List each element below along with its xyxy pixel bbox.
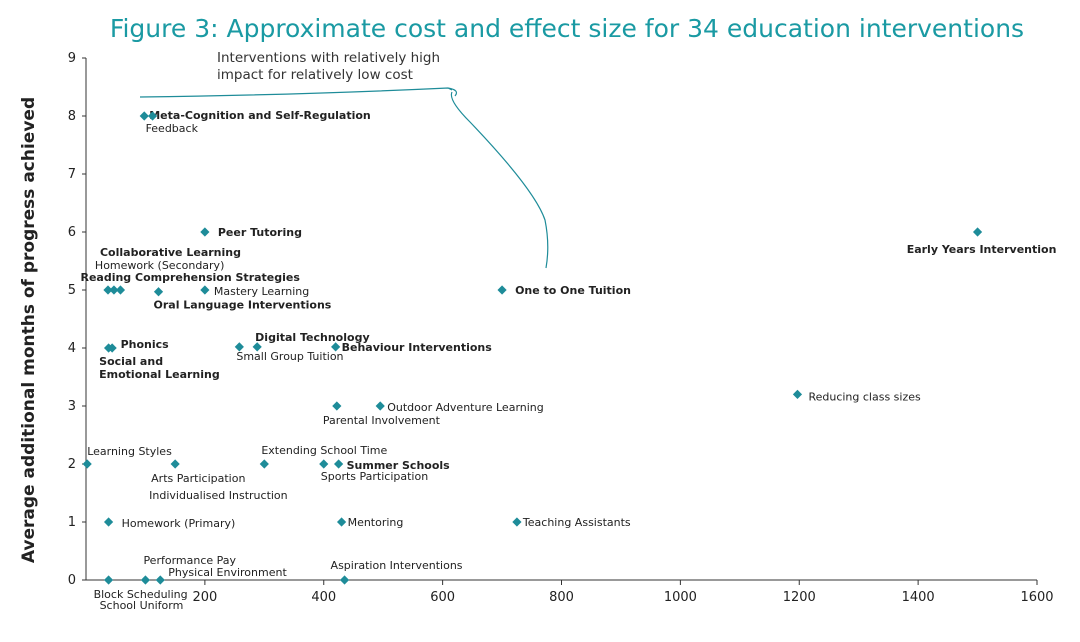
point-label-collaborative-learning: Collaborative Learning — [100, 246, 241, 259]
point-oral-language-interventions — [153, 287, 164, 297]
data-points: Meta-Cognition and Self-RegulationFeedba… — [80, 109, 1056, 612]
y-tick-label: 9 — [68, 51, 76, 66]
point-extending-school-time — [259, 459, 269, 469]
point-homework-secondary — [109, 285, 119, 295]
x-tick-label: 200 — [192, 590, 217, 605]
point-label-school-uniform: School Uniform — [100, 599, 184, 612]
x-tick-label: 600 — [430, 590, 455, 605]
point-label-learning-styles: Learning Styles — [87, 445, 172, 458]
point-mentoring — [336, 517, 347, 527]
y-tick-label: 1 — [68, 515, 76, 530]
point-label-feedback: Feedback — [146, 122, 199, 135]
axes: 0 1 2 3 4 5 6 7 8 9 200 400 600 800 1000 1200 1400 1600 — [68, 51, 1054, 605]
annotation-bracket — [450, 91, 549, 269]
annotation-line-2: impact for relatively low cost — [217, 67, 413, 83]
point-label-peer-tutoring: Peer Tutoring — [218, 226, 302, 239]
point-summer-schools — [334, 459, 344, 469]
y-axis-label: Average additional months of progress ac… — [19, 97, 39, 563]
point-sports-participation — [319, 459, 329, 469]
y-tick-label: 0 — [68, 573, 76, 588]
point-label-behaviour-interventions: Behaviour Interventions — [342, 341, 493, 354]
point-label-arts-participation: Arts Participation — [151, 472, 245, 485]
point-label-meta-cognition-and-self-regulation: Meta-Cognition and Self-Regulation — [149, 109, 371, 122]
point-feedback — [147, 111, 158, 121]
point-social-and-emotional-learning — [107, 343, 117, 353]
y-tick-label: 2 — [68, 457, 76, 472]
point-label-summer-schools: Summer Schools — [347, 459, 451, 472]
point-label-outdoor-adventure-learning: Outdoor Adventure Learning — [387, 401, 544, 414]
point-label-block-scheduling: Block Scheduling — [94, 588, 188, 601]
point-label-reading-comprehension-strategies: Reading Comprehension Strategies — [80, 271, 300, 284]
point-label-mentoring: Mentoring — [348, 516, 404, 529]
x-tick-label: 1600 — [1020, 590, 1053, 605]
x-tick-label: 1000 — [664, 590, 697, 605]
point-label-early-years-intervention: Early Years Intervention — [907, 243, 1057, 256]
point-label-performance-pay: Performance Pay — [143, 554, 236, 567]
x-tick-label: 1400 — [902, 590, 935, 605]
point-label-oral-language-interventions: Oral Language Interventions — [154, 299, 332, 312]
point-aspiration-interventions — [339, 575, 350, 585]
point-label-reducing-class-sizes: Reducing class sizes — [808, 390, 921, 403]
point-label-small-group-tuition: Small Group Tuition — [236, 350, 343, 363]
annotation-brace — [139, 87, 458, 98]
point-block-scheduling — [103, 575, 114, 585]
point-early-years-intervention — [972, 227, 983, 237]
point-label-individualised-instruction: Individualised Instruction — [149, 489, 288, 502]
point-label-parental-involvement: Parental Involvement — [323, 414, 441, 427]
point-teaching-assistants — [512, 517, 522, 527]
point-label-homework-secondary: Homework (Secondary) — [95, 259, 224, 272]
point-label-aspiration-interventions: Aspiration Interventions — [331, 559, 463, 572]
point-meta-cognition-and-self-regulation — [139, 111, 149, 121]
chart-title: Figure 3: Approximate cost and effect si… — [110, 14, 1024, 43]
point-small-group-tuition — [234, 342, 244, 352]
point-parental-involvement — [332, 401, 342, 411]
point-label-social-and-emotional-learning: Social and Emotional Learning — [99, 355, 220, 381]
point-digital-technology — [252, 342, 262, 352]
point-label-mastery-learning: Mastery Learning — [214, 285, 309, 298]
y-tick-label: 4 — [68, 341, 76, 356]
point-label-extending-school-time: Extending School Time — [261, 444, 387, 457]
x-tick-label: 1200 — [783, 590, 816, 605]
annotation-line-1: Interventions with relatively high — [217, 50, 440, 66]
point-label-one-to-one-tuition: One to One Tuition — [515, 284, 631, 297]
point-reading-comprehension-strategies — [115, 285, 126, 295]
point-collaborative-learning — [103, 285, 113, 295]
x-tick-label: 400 — [311, 590, 336, 605]
point-peer-tutoring — [200, 227, 210, 237]
x-tick-label: 800 — [549, 590, 574, 605]
point-reducing-class-sizes — [792, 389, 803, 399]
y-tick-label: 7 — [68, 167, 76, 182]
y-tick-label: 5 — [68, 283, 76, 298]
y-tick-label: 6 — [68, 225, 76, 240]
point-label-homework-primary: Homework (Primary) — [122, 517, 236, 530]
point-physical-environment — [155, 575, 165, 585]
point-behaviour-interventions — [331, 342, 341, 352]
annotation-callout: Interventions with relatively high impac… — [139, 50, 549, 269]
point-label-phonics: Phonics — [121, 338, 170, 351]
point-arts-participation — [170, 459, 180, 469]
y-tick-label: 8 — [68, 109, 76, 124]
point-one-to-one-tuition — [497, 285, 507, 295]
point-label-sports-participation: Sports Participation — [321, 470, 428, 483]
y-tick-label: 3 — [68, 399, 76, 414]
point-learning-styles — [82, 459, 92, 469]
point-label-teaching-assistants: Teaching Assistants — [522, 516, 631, 529]
point-outdoor-adventure-learning — [375, 401, 385, 411]
point-performance-pay — [140, 575, 151, 585]
point-homework-primary — [103, 517, 114, 527]
point-mastery-learning — [200, 285, 210, 295]
point-label-physical-environment: Physical Environment — [168, 566, 287, 579]
point-label-digital-technology: Digital Technology — [255, 331, 369, 344]
